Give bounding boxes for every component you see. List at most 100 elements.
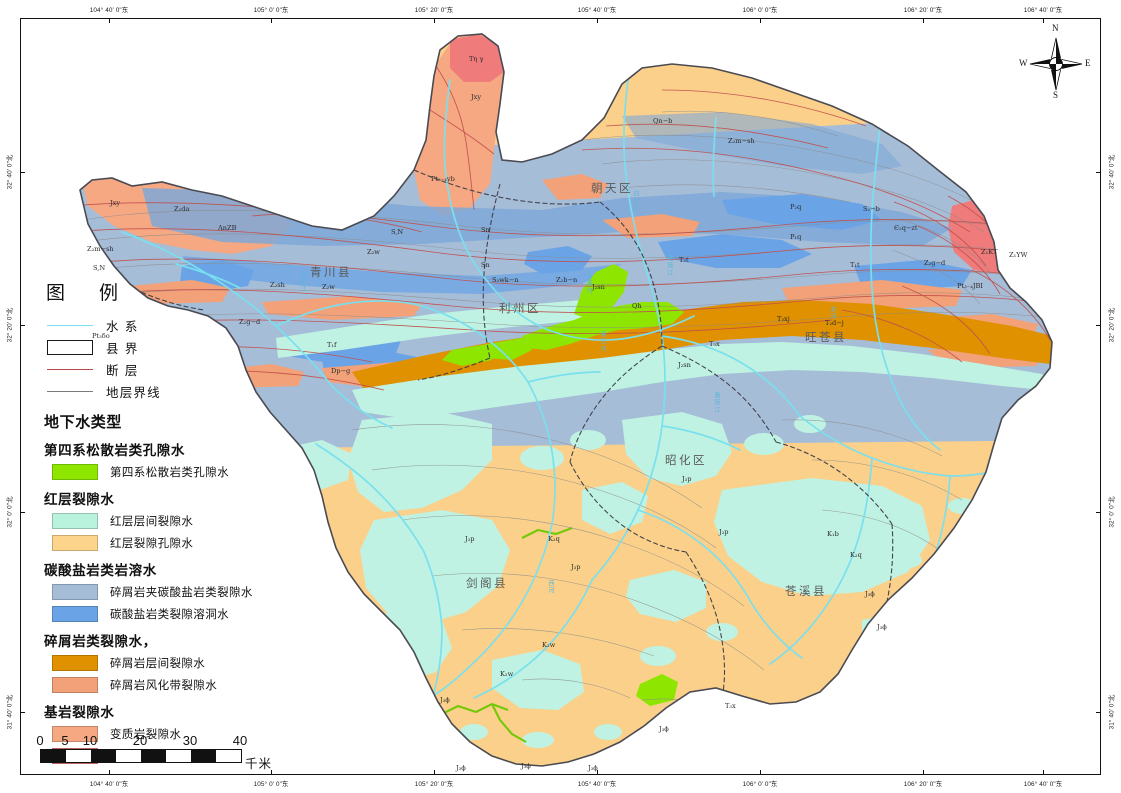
geology-unit-label: Z₂m−sh xyxy=(728,137,755,145)
geology-unit-label: Z₂w xyxy=(322,283,335,291)
geology-unit-label: S₂wk−n xyxy=(492,276,519,284)
scale-segment xyxy=(91,750,116,762)
legend-color-swatch xyxy=(52,725,98,742)
line-symbol xyxy=(47,324,93,326)
legend-swatch-row: 第四系松散岩类孔隙水 xyxy=(44,462,294,481)
latitude-label-left: 32° 0' 0"北 xyxy=(6,496,14,528)
scale-bar-unit: 千米 xyxy=(245,756,273,771)
legend-type-header: 地下水类型 xyxy=(44,413,123,431)
scale-tick-label: 10 xyxy=(82,733,98,748)
county-boundary-symbol xyxy=(47,339,93,355)
geology-unit-label: Qh xyxy=(632,302,642,310)
compass-west-label: W xyxy=(1019,58,1028,68)
legend-label: 水 系 xyxy=(106,318,139,334)
compass-south-label: S xyxy=(1053,90,1059,100)
legend-swatch-label: 碎屑岩夹碳酸盐岩类裂隙水 xyxy=(110,584,253,599)
legend-swatch-row: 红层层间裂隙水 xyxy=(44,511,294,530)
compass-east-label: E xyxy=(1085,58,1091,68)
legend-symbol xyxy=(44,384,96,399)
longitude-label-top: 106° 0' 0"东 xyxy=(742,7,778,14)
compass-north-label: N xyxy=(1052,23,1059,33)
legend-swatch-row: 碳酸盐岩类裂隙溶洞水 xyxy=(44,604,294,623)
geology-unit-label: AnZB xyxy=(218,224,237,232)
legend-line-row: 县 界 xyxy=(44,337,294,357)
legend-swatch-label: 红层层间裂隙水 xyxy=(110,513,194,528)
geology-unit-label: J₃ϕ xyxy=(440,696,450,704)
place-label: 青川县 xyxy=(310,265,352,279)
map-canvas[interactable]: 青川县 朝天区 利州区 旺苍县 昭化区 剑阁县 苍溪县 Tη γ Jxy Pt₃₋₄yb Jxy Z… xyxy=(22,20,1099,773)
legend-color-swatch xyxy=(52,605,98,622)
longitude-label-top: 105° 0' 0"东 xyxy=(253,7,289,14)
scale-segment xyxy=(41,750,66,762)
line-symbol xyxy=(47,390,93,392)
compass-icon xyxy=(1029,37,1083,91)
geology-unit-label: S,N xyxy=(391,228,404,236)
legend-line-row: 断 层 xyxy=(44,359,294,379)
geology-unit-label: Pt₃δo xyxy=(92,332,110,340)
geology-unit-label: J₃ϕ xyxy=(588,764,598,772)
scale-bar-segments xyxy=(40,749,242,763)
geology-unit-label: J₂sn xyxy=(678,361,691,369)
scale-tick-label: 20 xyxy=(132,733,148,748)
latitude-label-left: 32° 40' 0"北 xyxy=(6,154,14,190)
river-label: 东河 xyxy=(829,306,836,321)
scale-bar-ticks: 0 5 10 20 30 40 xyxy=(36,733,285,749)
longitude-label-top: 105° 20' 0"东 xyxy=(414,7,454,14)
map-legend: 图 例 水 系县 界断 层地层界线 地下水类型 第四系松散岩类孔隙水 第四系松散岩… xyxy=(44,278,294,768)
place-label: 利州区 xyxy=(499,301,541,315)
county-outline xyxy=(79,33,1053,767)
river-label: 嘉陵江 xyxy=(713,392,720,414)
geology-unit-label: Qn−b xyxy=(653,117,673,125)
river-label: 西河 xyxy=(547,580,554,595)
scale-segment xyxy=(66,750,91,762)
geology-unit-label: J₃ϕ xyxy=(659,725,669,733)
scale-segment xyxy=(216,750,241,762)
geology-unit-label: T₃xj xyxy=(777,315,790,323)
legend-swatch-row: 红层裂隙孔隙水 xyxy=(44,533,294,552)
scale-tick-label: 5 xyxy=(61,733,69,748)
geology-unit-label: T₃x xyxy=(725,702,736,710)
longitude-label-bottom: 105° 40' 0"东 xyxy=(577,781,617,788)
legend-color-swatch xyxy=(52,534,98,551)
river-label: 白龙江 xyxy=(632,190,639,212)
legend-swatch-row: 变质岩裂隙水 xyxy=(44,724,294,743)
legend-color-swatch xyxy=(52,654,98,671)
legend-swatch-label: 碎屑岩层间裂隙水 xyxy=(110,655,206,670)
geology-unit-label: K₂q xyxy=(548,535,560,543)
legend-swatch-row: 碎屑岩夹碳酸盐岩类裂隙水 xyxy=(44,582,294,601)
legend-symbol xyxy=(44,318,96,333)
geology-unit-label: Dp−g xyxy=(331,367,351,375)
longitude-label-top: 106° 40' 0"东 xyxy=(1023,7,1063,14)
legend-color-swatch xyxy=(52,463,98,480)
legend-color-swatch xyxy=(52,583,98,600)
legend-groups: 第四系松散岩类孔隙水 第四系松散岩类孔隙水 红层裂隙水 红层层间裂隙水 红层裂隙孔隙水碳… xyxy=(44,439,294,765)
geology-unit-label: Є₂q−zt xyxy=(894,224,918,232)
legend-swatch-label: 红层裂隙孔隙水 xyxy=(110,535,194,550)
longitude-label-bottom: 104° 40' 0"东 xyxy=(89,781,129,788)
scale-bar: 0 5 10 20 30 40 千米 xyxy=(36,733,285,771)
map-geology-svg xyxy=(79,33,1053,767)
river-label: 清江河 xyxy=(599,331,606,353)
longitude-label-top: 105° 40' 0"东 xyxy=(577,7,617,14)
geology-unit-label: J₃p xyxy=(719,528,729,536)
legend-swatch-row: 碎屑岩风化带裂隙水 xyxy=(44,675,294,694)
legend-swatch-label: 第四系松散岩类孔隙水 xyxy=(110,464,229,479)
geology-unit-label: J₃ϕ xyxy=(456,764,466,772)
longitude-label-bottom: 105° 20' 0"东 xyxy=(414,781,454,788)
legend-group-header: 基岩裂隙水 xyxy=(44,705,115,721)
latitude-label-left: 31° 40' 0"北 xyxy=(6,694,14,730)
geology-unit-label: Z₂g−d xyxy=(924,259,946,267)
longitude-label-top: 106° 20' 0"东 xyxy=(903,7,943,14)
geology-unit-label: P₂q xyxy=(790,203,802,211)
legend-line-row: 水 系 xyxy=(44,315,294,335)
legend-label: 县 界 xyxy=(106,340,139,356)
geology-unit-label: J₂sn xyxy=(592,283,605,291)
map-neatline xyxy=(20,18,1101,775)
longitude-label-bottom: 106° 40' 0"东 xyxy=(1023,781,1063,788)
legend-swatch-row: 碎屑岩层间裂隙水 xyxy=(44,653,294,672)
place-label: 苍溪县 xyxy=(785,584,827,598)
scale-segment xyxy=(116,750,141,762)
latitude-label-right: 31° 40' 0"北 xyxy=(1108,694,1116,730)
legend-swatch-label: 碳酸盐岩类裂隙溶洞水 xyxy=(110,606,229,621)
